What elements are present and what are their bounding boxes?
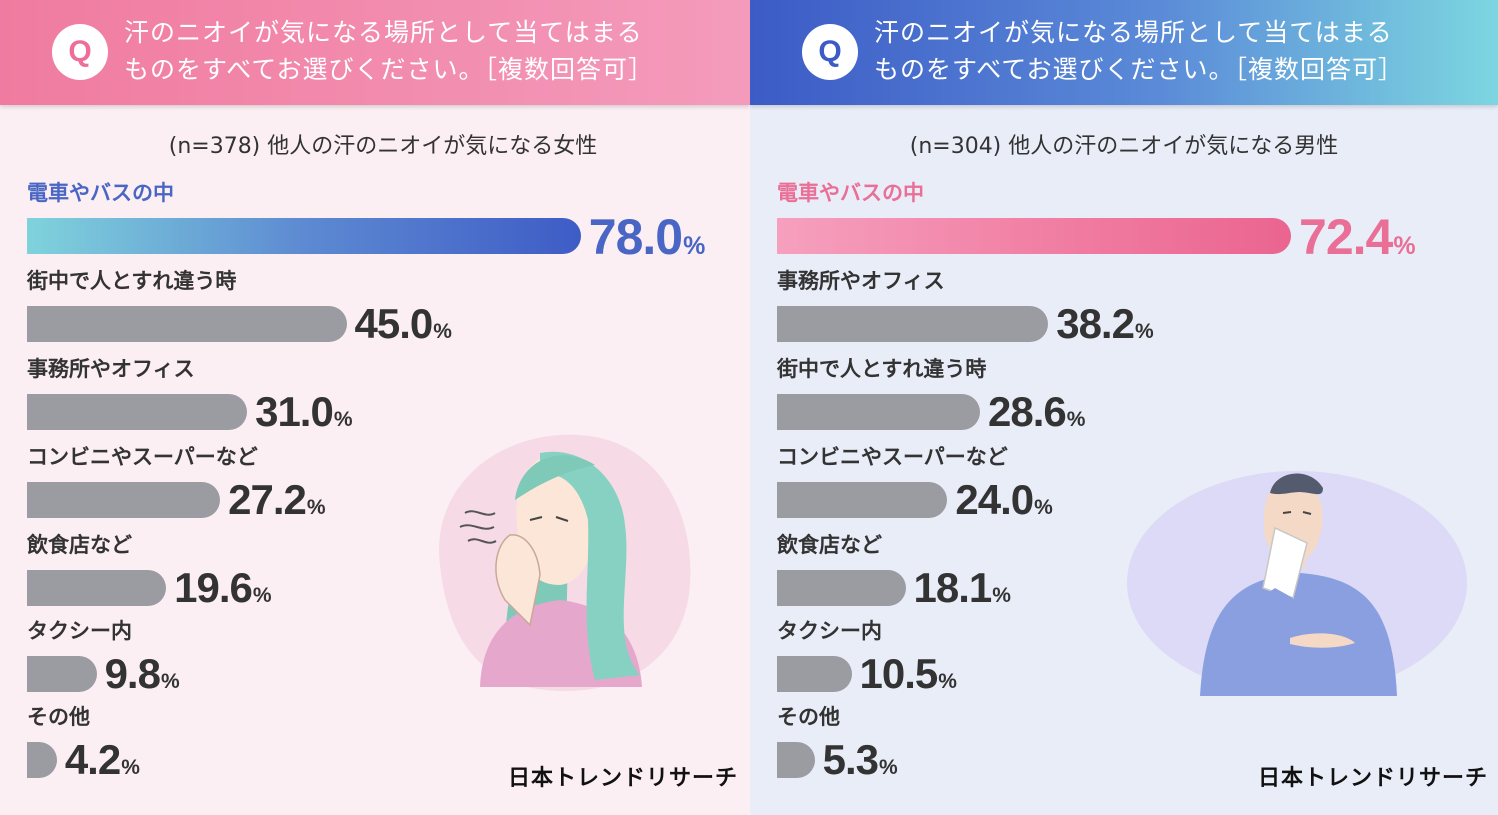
question-badge: Q <box>802 24 858 80</box>
value-unit: % <box>938 670 957 693</box>
value-label: 38.2% <box>1056 303 1153 345</box>
value-unit: % <box>1134 320 1154 343</box>
category-label: 飲食店など <box>27 533 132 557</box>
question-header: Q 汗のニオイが気になる場所として当てはまる ものをすべてお選びください。［複数… <box>750 0 1498 105</box>
bar <box>27 482 221 518</box>
value-number: 72.4 <box>1299 209 1393 265</box>
male-bar-chart: 電車やバスの中 72.4% 事務所やオフィス 38.2% 街中で人とすれ違う時 28.6%… <box>750 0 1498 815</box>
value-number: 28.6 <box>988 388 1067 435</box>
value-label: 72.4% <box>1299 212 1416 262</box>
value-unit: % <box>683 232 706 260</box>
category-label: コンビニやスーパーなど <box>777 445 1008 469</box>
bar <box>777 656 852 692</box>
bar <box>777 482 948 518</box>
value-label: 28.6% <box>988 391 1085 433</box>
brand-logo: 日本トレンドリサーチ <box>1258 766 1489 791</box>
value-number: 19.6 <box>174 564 253 611</box>
category-label: タクシー内 <box>27 619 132 643</box>
bar <box>27 742 57 778</box>
value-label: 27.2% <box>228 479 325 521</box>
value-unit: % <box>879 756 898 779</box>
value-label: 45.0% <box>355 303 452 345</box>
question-header: Q 汗のニオイが気になる場所として当てはまる ものをすべてお選びください。［複数… <box>0 0 750 105</box>
category-label: タクシー内 <box>777 619 882 643</box>
brand-logo: 日本トレンドリサーチ <box>508 766 739 791</box>
value-unit: % <box>433 320 452 343</box>
bar <box>777 742 815 778</box>
question-badge: Q <box>52 24 108 80</box>
value-number: 24.0 <box>955 476 1034 523</box>
value-number: 78.0 <box>588 209 683 265</box>
bar <box>27 306 347 342</box>
category-label: その他 <box>777 705 840 729</box>
value-unit: % <box>992 584 1011 607</box>
chart-subtitle: (n=378) 他人の汗のニオイが気になる女性 <box>168 134 598 159</box>
value-label: 10.5% <box>860 653 957 695</box>
value-unit: % <box>1393 232 1416 260</box>
value-number: 45.0 <box>354 300 434 347</box>
value-label: 9.8% <box>105 653 180 695</box>
question-text: 汗のニオイが気になる場所として当てはまる ものをすべてお選びください。［複数回答… <box>124 14 724 88</box>
value-label: 18.1% <box>914 567 1011 609</box>
category-label: 電車やバスの中 <box>777 181 924 205</box>
value-label: 4.2% <box>65 739 140 781</box>
bar <box>777 570 906 606</box>
question-text: 汗のニオイが気になる場所として当てはまる ものをすべてお選びください。［複数回答… <box>874 14 1474 88</box>
female-bar-chart: 電車やバスの中 78.0% 街中で人とすれ違う時 45.0% 事務所やオフィス 31.0%… <box>27 181 706 781</box>
question-line-2: ものをすべてお選びください。［複数回答可］ <box>874 55 1405 84</box>
category-label: 電車やバスの中 <box>27 181 174 205</box>
value-number: 31.0 <box>255 388 334 435</box>
question-line-1: 汗のニオイが気になる場所として当てはまる <box>874 18 1393 47</box>
category-label: 街中で人とすれ違う時 <box>27 269 237 293</box>
value-unit: % <box>1034 496 1053 519</box>
bar <box>777 218 1292 254</box>
category-label: 飲食店など <box>777 533 882 557</box>
value-number: 10.5 <box>859 650 939 697</box>
female-panel: Q 汗のニオイが気になる場所として当てはまる ものをすべてお選びください。［複数… <box>0 0 750 815</box>
value-number: 38.2 <box>1056 300 1135 347</box>
value-unit: % <box>160 670 180 693</box>
value-label: 19.6% <box>174 567 271 609</box>
category-label: コンビニやスーパーなど <box>27 445 258 469</box>
chart-subtitle: (n=304) 他人の汗のニオイが気になる男性 <box>909 134 1339 159</box>
value-unit: % <box>1066 408 1086 431</box>
value-number: 18.1 <box>913 564 993 611</box>
value-number: 9.8 <box>104 650 161 697</box>
value-label: 31.0% <box>255 391 352 433</box>
woman-covering-nose-illustration <box>439 434 691 692</box>
category-label: 事務所やオフィス <box>777 269 945 293</box>
value-unit: % <box>306 496 326 519</box>
value-label: 24.0% <box>955 479 1052 521</box>
value-number: 27.2 <box>228 476 307 523</box>
category-label: 事務所やオフィス <box>27 357 195 381</box>
bar <box>27 570 167 606</box>
category-label: 街中で人とすれ違う時 <box>777 357 987 381</box>
value-unit: % <box>252 584 272 607</box>
bar <box>777 306 1049 342</box>
value-unit: % <box>121 756 140 779</box>
man-covering-nose-illustration <box>1127 471 1467 696</box>
bar <box>27 656 97 692</box>
value-number: 5.3 <box>822 736 879 783</box>
question-line-1: 汗のニオイが気になる場所として当てはまる <box>124 18 643 47</box>
question-line-2: ものをすべてお選びください。［複数回答可］ <box>124 55 655 84</box>
male-panel: Q 汗のニオイが気になる場所として当てはまる ものをすべてお選びください。［複数… <box>750 0 1498 815</box>
value-unit: % <box>333 408 353 431</box>
value-label: 5.3% <box>823 739 898 781</box>
bar <box>27 218 581 254</box>
bar <box>777 394 981 430</box>
value-label: 78.0% <box>589 212 706 262</box>
bar <box>27 394 248 430</box>
value-number: 4.2 <box>64 736 121 783</box>
category-label: その他 <box>27 705 90 729</box>
